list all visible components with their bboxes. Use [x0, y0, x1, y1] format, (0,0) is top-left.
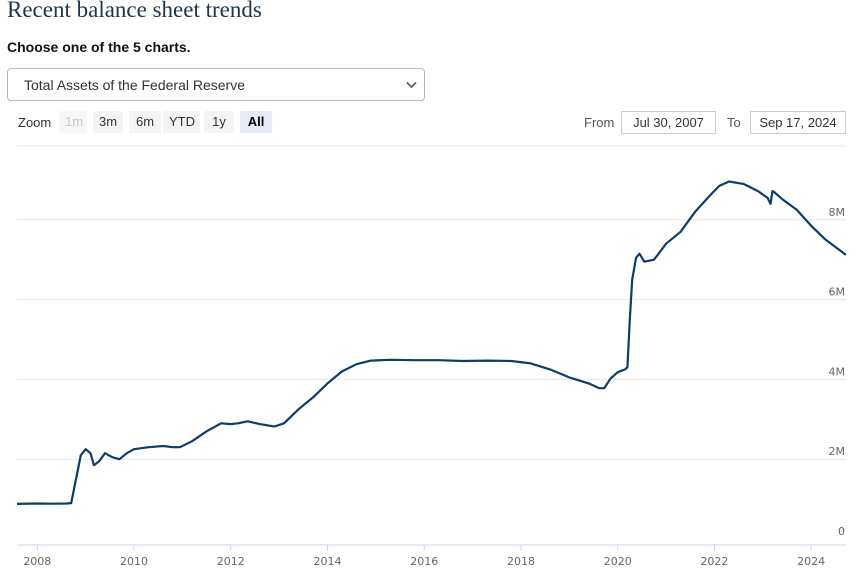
from-date-input[interactable]: Jul 30, 2007 — [621, 111, 716, 134]
x-tick-label: 2024 — [797, 555, 825, 568]
y-tick-label: 4M — [829, 365, 846, 378]
y-tick-label: 0 — [838, 525, 845, 538]
x-tick-label: 2008 — [23, 555, 51, 568]
x-tick-label: 2012 — [217, 555, 245, 568]
y-axis-labels: 0 2M 4M 6M 8M — [829, 206, 846, 538]
x-tick-label: 2020 — [604, 555, 632, 568]
chart-instruction: Choose one of the 5 charts. — [7, 39, 191, 55]
grid-lines — [17, 145, 846, 460]
y-tick-label: 2M — [829, 445, 846, 458]
y-tick-label: 6M — [829, 286, 846, 299]
zoom-button-ytd[interactable]: YTD — [163, 111, 200, 133]
to-label: To — [727, 115, 741, 130]
zoom-button-6m[interactable]: 6m — [129, 111, 161, 133]
x-axis: 2008 2010 2012 2014 2016 2018 2020 2022 2024 — [17, 544, 846, 568]
from-label: From — [584, 115, 615, 130]
to-date-input[interactable]: Sep 17, 2024 — [750, 111, 846, 134]
zoom-button-1m[interactable]: 1m — [59, 111, 87, 133]
x-tick-label: 2016 — [410, 555, 438, 568]
x-tick-label: 2014 — [314, 555, 342, 568]
chart-select-value: Total Assets of the Federal Reserve — [24, 77, 245, 93]
page-title: Recent balance sheet trends — [7, 0, 262, 22]
series-line — [16, 180, 847, 505]
zoom-label: Zoom — [18, 115, 52, 130]
chevron-down-icon — [406, 81, 417, 89]
x-tick-label: 2022 — [700, 555, 728, 568]
zoom-button-1y[interactable]: 1y — [204, 111, 234, 133]
zoom-button-all[interactable]: All — [240, 111, 272, 133]
y-tick-label: 8M — [829, 206, 846, 219]
zoom-button-3m[interactable]: 3m — [93, 111, 123, 133]
x-tick-label: 2018 — [507, 555, 535, 568]
chart-select[interactable]: Total Assets of the Federal Reserve — [7, 68, 425, 101]
x-tick-label: 2010 — [120, 555, 148, 568]
